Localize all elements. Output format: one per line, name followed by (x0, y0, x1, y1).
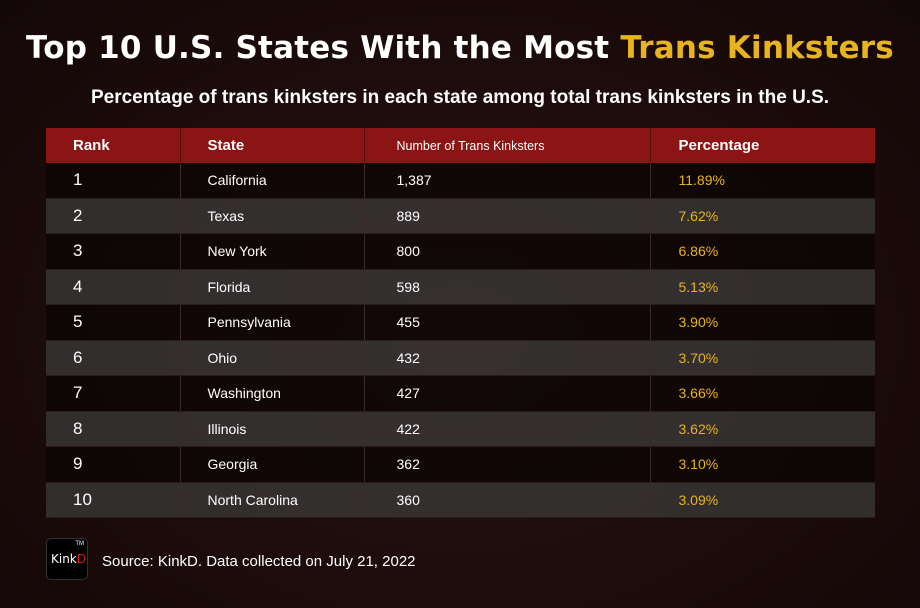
page-title: Top 10 U.S. States With the Most Trans K… (0, 30, 920, 66)
cell-state: Texas (180, 198, 365, 234)
cell-percentage: 3.09% (650, 482, 875, 518)
source-note: Source: KinkD. Data collected on July 21… (102, 553, 416, 570)
cell-count: 360 (364, 482, 651, 518)
cell-rank: 7 (46, 375, 181, 412)
cell-state: Illinois (180, 411, 365, 447)
cell-rank: 6 (46, 340, 181, 376)
cell-percentage: 3.62% (650, 411, 875, 447)
table-row: 9 Georgia 362 3.10% (46, 446, 875, 483)
table-row: 1 California 1,387 11.89% (46, 163, 875, 199)
cell-state: North Carolina (180, 482, 365, 518)
cell-state: Florida (180, 269, 365, 305)
cell-state: California (180, 163, 365, 199)
cell-state: Georgia (180, 446, 365, 483)
cell-rank: 9 (46, 446, 181, 483)
column-header-rank: Rank (46, 128, 181, 163)
cell-rank: 2 (46, 198, 181, 234)
logo-text-main: Kink (51, 552, 77, 566)
cell-state: Washington (180, 375, 365, 412)
logo-trademark: TM (75, 541, 84, 547)
cell-percentage: 3.70% (650, 340, 875, 376)
cell-count: 889 (364, 198, 651, 234)
cell-rank: 4 (46, 269, 181, 305)
table-row: 5 Pennsylvania 455 3.90% (46, 304, 875, 341)
cell-percentage: 3.10% (650, 446, 875, 483)
cell-count: 598 (364, 269, 651, 305)
cell-state: Pennsylvania (180, 304, 365, 341)
cell-percentage: 11.89% (650, 163, 875, 199)
table-header-row: Rank State Number of Trans Kinksters Per… (46, 128, 875, 163)
cell-rank: 10 (46, 482, 181, 518)
column-header-count: Number of Trans Kinksters (364, 128, 651, 163)
cell-count: 362 (364, 446, 651, 483)
cell-rank: 3 (46, 233, 181, 270)
cell-percentage: 5.13% (650, 269, 875, 305)
cell-state: Ohio (180, 340, 365, 376)
kinkd-logo: KinkD TM (46, 538, 88, 580)
cell-count: 455 (364, 304, 651, 341)
page-subtitle: Percentage of trans kinksters in each st… (90, 87, 830, 108)
column-header-percentage: Percentage (650, 128, 875, 163)
cell-percentage: 6.86% (650, 233, 875, 270)
table-row: 3 New York 800 6.86% (46, 233, 875, 270)
cell-percentage: 3.90% (650, 304, 875, 341)
cell-rank: 5 (46, 304, 181, 341)
column-header-state: State (180, 128, 365, 163)
title-main: Top 10 U.S. States With the Most (26, 30, 621, 66)
logo-text-accent: D (76, 552, 87, 566)
table-row: 2 Texas 889 7.62% (46, 198, 875, 234)
table-body: 1 California 1,387 11.89% 2 Texas 889 7.62% 3 New… (46, 163, 875, 518)
cell-rank: 1 (46, 163, 181, 199)
cell-rank: 8 (46, 411, 181, 447)
cell-state: New York (180, 233, 365, 270)
data-table: Rank State Number of Trans Kinksters Per… (46, 128, 875, 518)
title-highlight: Trans Kinksters (620, 30, 894, 66)
logo-text: KinkD (51, 552, 86, 566)
table-row: 6 Ohio 432 3.70% (46, 340, 875, 376)
cell-percentage: 3.66% (650, 375, 875, 412)
cell-count: 432 (364, 340, 651, 376)
table-row: 4 Florida 598 5.13% (46, 269, 875, 305)
table-row: 10 North Carolina 360 3.09% (46, 482, 875, 518)
table-row: 7 Washington 427 3.66% (46, 375, 875, 412)
cell-percentage: 7.62% (650, 198, 875, 234)
cell-count: 800 (364, 233, 651, 270)
cell-count: 422 (364, 411, 651, 447)
cell-count: 427 (364, 375, 651, 412)
cell-count: 1,387 (364, 163, 651, 199)
table-row: 8 Illinois 422 3.62% (46, 411, 875, 447)
